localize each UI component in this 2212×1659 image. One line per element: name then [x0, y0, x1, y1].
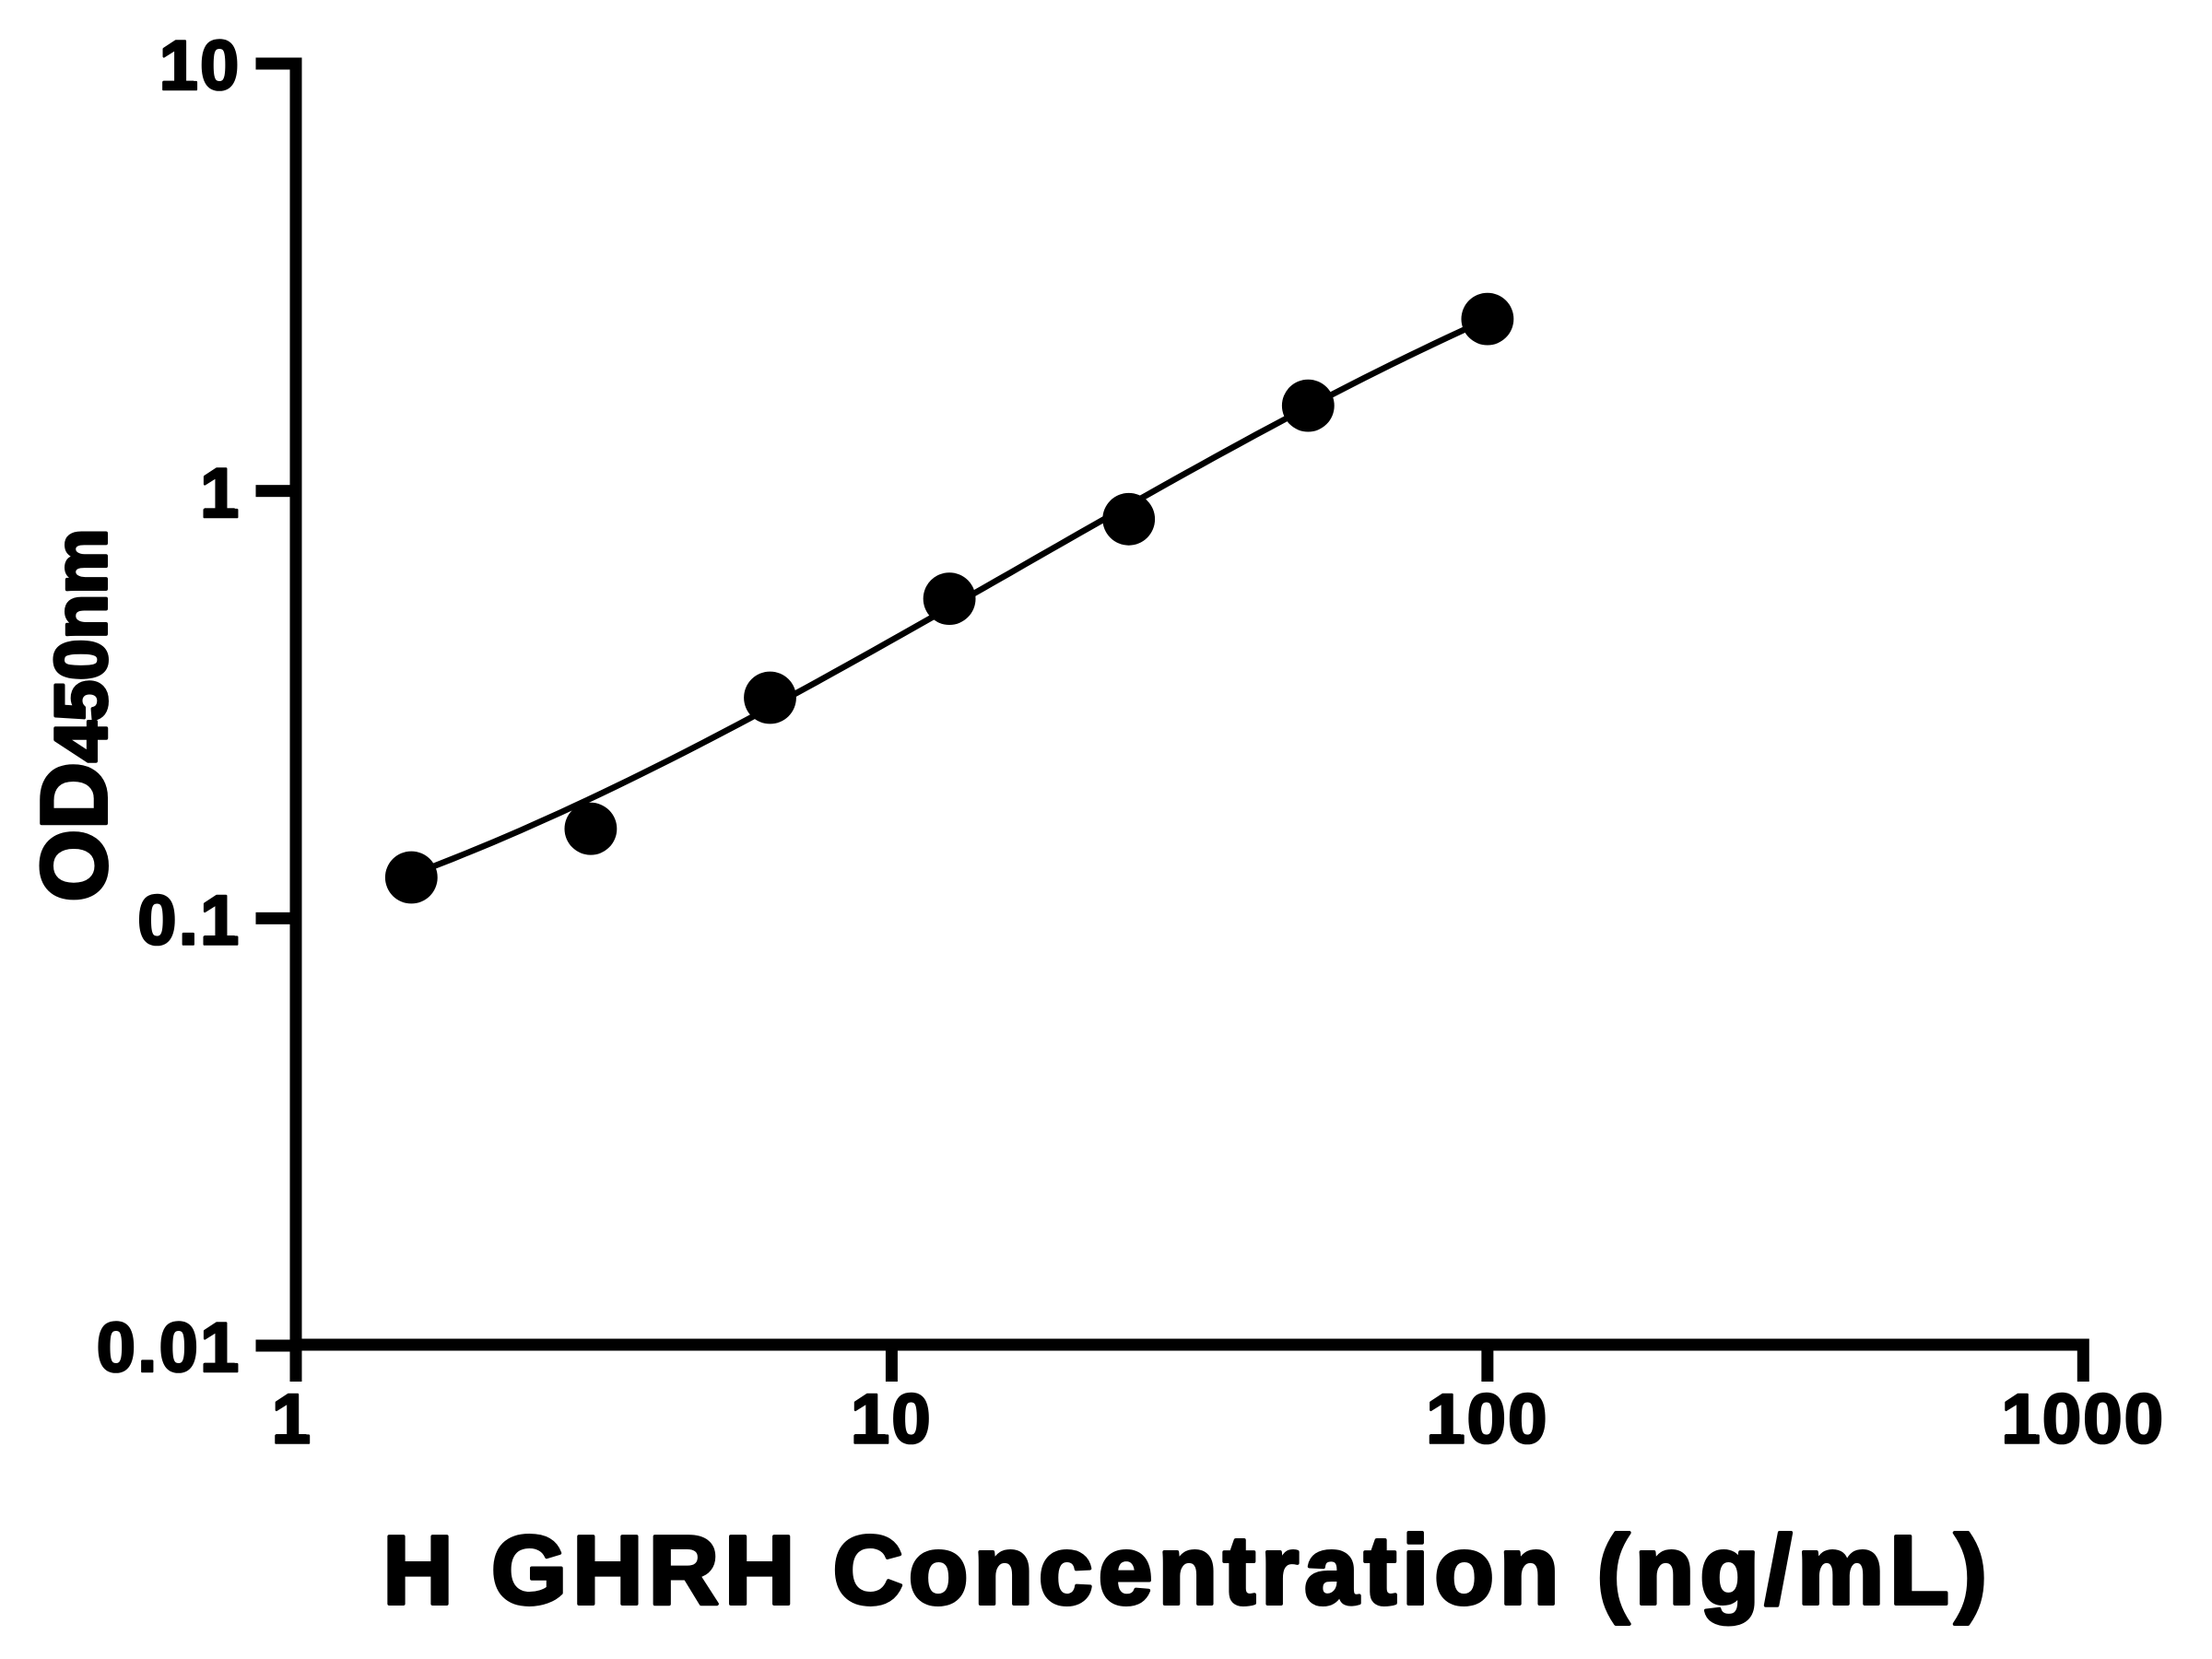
svg-text:1000: 1000	[2001, 1381, 2165, 1459]
svg-text:1: 1	[200, 454, 241, 533]
svg-text:10: 10	[159, 27, 241, 105]
svg-text:10: 10	[851, 1381, 933, 1459]
svg-text:0.1: 0.1	[137, 882, 241, 960]
svg-text:100: 100	[1426, 1381, 1548, 1459]
svg-text:OD450nm: OD450nm	[23, 529, 126, 902]
svg-text:H GHRH Concentration (ng/mL): H GHRH Concentration (ng/mL)	[382, 1516, 1992, 1625]
svg-text:0.01: 0.01	[97, 1309, 241, 1387]
svg-text:1: 1	[272, 1381, 312, 1459]
